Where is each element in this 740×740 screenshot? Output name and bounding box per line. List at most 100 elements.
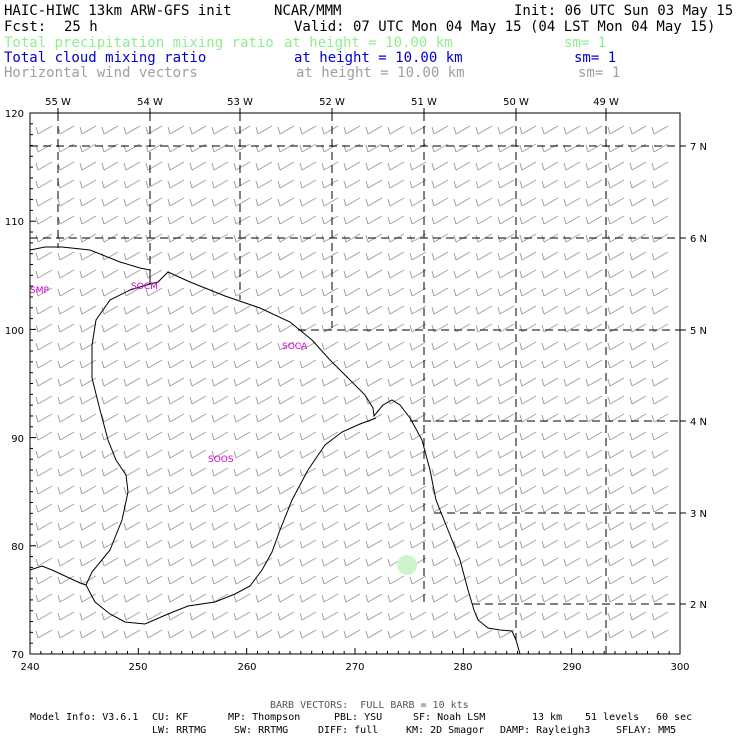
wind-barb <box>189 197 207 207</box>
km-setting: KM: 2D Smagor <box>406 725 485 736</box>
y-index-labels: 120 110 100 90 80 70 <box>5 109 24 661</box>
wind-barb <box>299 251 317 261</box>
wind-barb <box>365 323 383 333</box>
wind-barb <box>519 215 537 225</box>
wind-barb <box>35 341 53 351</box>
wind-barb <box>365 215 383 225</box>
wind-barb <box>497 467 515 477</box>
wind-barb <box>607 269 625 279</box>
wind-barb <box>277 593 295 603</box>
wind-barb <box>585 503 603 513</box>
wind-barb <box>497 611 515 621</box>
wind-barb <box>519 503 537 513</box>
wind-barb <box>145 305 163 315</box>
wind-barb <box>585 215 603 225</box>
wind-barb <box>189 467 207 477</box>
wind-barb <box>475 161 493 171</box>
wind-barb <box>629 539 647 549</box>
wind-barb <box>365 503 383 513</box>
wind-barb <box>387 251 405 261</box>
wind-barb <box>365 341 383 351</box>
wind-barb <box>343 287 361 297</box>
wind-barb <box>563 395 581 405</box>
wind-barb <box>629 251 647 261</box>
wind-barb <box>321 593 339 603</box>
wind-barb <box>299 161 317 171</box>
wind-barb <box>299 305 317 315</box>
wind-barb <box>211 521 229 531</box>
wind-barb <box>585 593 603 603</box>
wind-barb <box>431 467 449 477</box>
wind-barb <box>343 557 361 567</box>
wind-barb <box>57 251 75 261</box>
wind-barb <box>57 629 75 639</box>
wind-barb <box>189 143 207 153</box>
wind-barb <box>233 341 251 351</box>
wind-barb <box>79 467 97 477</box>
wind-barb <box>431 611 449 621</box>
wind-barb <box>431 287 449 297</box>
wind-barb <box>563 359 581 369</box>
wind-barb <box>35 611 53 621</box>
wind-barb <box>35 197 53 207</box>
wind-barb <box>651 467 669 477</box>
wind-barb <box>519 539 537 549</box>
x-tick-label: 270 <box>345 662 364 673</box>
wind-barb <box>255 377 273 387</box>
damp-setting: DAMP: Rayleigh3 <box>500 725 591 736</box>
x-tick-label: 280 <box>453 662 472 673</box>
wind-barb <box>431 539 449 549</box>
wind-barb <box>145 575 163 585</box>
wind-barb <box>541 125 559 135</box>
wind-barb <box>57 341 75 351</box>
wind-barb <box>541 377 559 387</box>
wind-barb <box>475 575 493 585</box>
wind-barb <box>145 197 163 207</box>
wind-barb <box>431 251 449 261</box>
wind-barb <box>233 125 251 135</box>
wind-barb <box>255 251 273 261</box>
wind-barb <box>123 593 141 603</box>
wind-barb <box>541 521 559 531</box>
wind-barb <box>409 575 427 585</box>
wind-barb <box>167 557 185 567</box>
wind-barb <box>519 323 537 333</box>
wind-barb <box>321 287 339 297</box>
wind-barb <box>453 467 471 477</box>
wind-barb <box>453 341 471 351</box>
wind-barb <box>497 251 515 261</box>
wind-barb <box>563 629 581 639</box>
wind-barb <box>321 413 339 423</box>
wind-barb <box>519 575 537 585</box>
wind-barb <box>101 269 119 279</box>
wind-barb <box>519 485 537 495</box>
wind-barb <box>497 197 515 207</box>
lat-label: 4 N <box>690 417 707 428</box>
wind-barb <box>343 179 361 189</box>
wind-barb <box>101 125 119 135</box>
wind-barb <box>409 251 427 261</box>
wind-barb <box>79 215 97 225</box>
wind-barb <box>541 161 559 171</box>
wind-barb <box>497 431 515 441</box>
wind-barb <box>299 359 317 369</box>
wind-barb <box>123 521 141 531</box>
y-tick-label: 80 <box>11 542 24 553</box>
wind-barb <box>387 539 405 549</box>
wind-barb <box>497 377 515 387</box>
wind-barb <box>365 287 383 297</box>
y-tick-label: 90 <box>11 434 24 445</box>
wind-barb <box>387 125 405 135</box>
wind-barb <box>321 377 339 387</box>
wind-barb <box>541 431 559 441</box>
wind-barb <box>299 503 317 513</box>
lat-label: 7 N <box>690 142 707 153</box>
wind-barb <box>453 377 471 387</box>
wind-barb <box>585 629 603 639</box>
wind-barb <box>365 305 383 315</box>
wind-barb <box>431 629 449 639</box>
wind-barb <box>35 521 53 531</box>
wind-barb <box>541 503 559 513</box>
wind-barb <box>57 539 75 549</box>
wind-barb <box>299 323 317 333</box>
